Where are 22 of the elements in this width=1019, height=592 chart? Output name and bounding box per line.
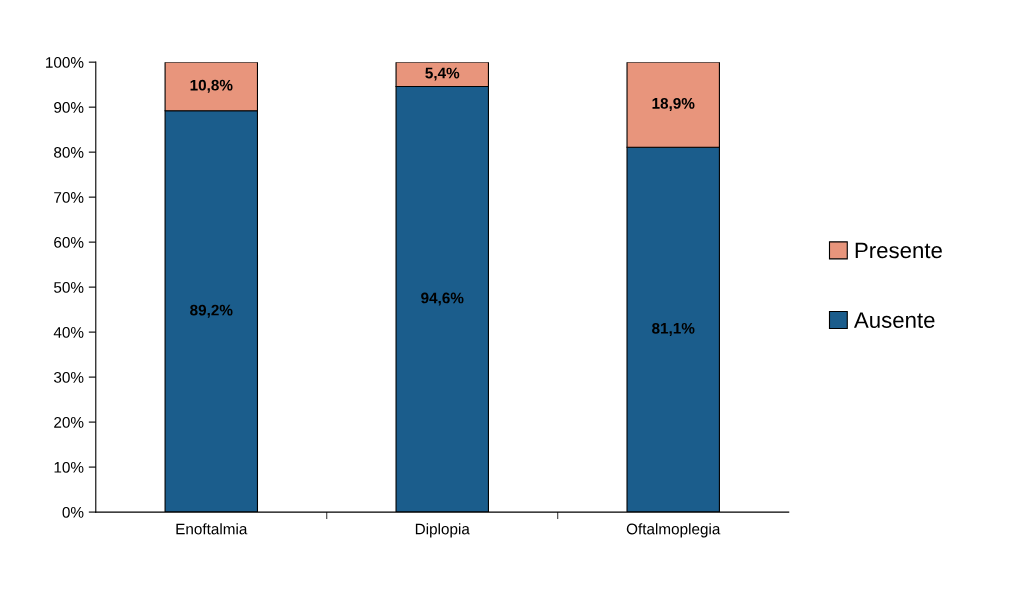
y-tick-label: 0% (62, 506, 84, 518)
x-tick-label: Oftalmoplegia (626, 523, 721, 538)
y-tick-label: 10% (54, 461, 84, 473)
y-tick-label: 50% (54, 281, 84, 293)
y-tick-label: 20% (54, 416, 84, 428)
data-label: 81,1% (652, 322, 695, 336)
y-tick-label: 30% (53, 371, 84, 383)
y-tick-label: 70% (54, 192, 84, 203)
y-tick-label: 60% (54, 237, 84, 248)
data-label: 18,9% (652, 97, 695, 111)
y-tick-label: 40% (53, 326, 84, 338)
data-label: 94,6% (421, 292, 464, 306)
data-label: 89,2% (190, 304, 233, 318)
y-tick-label: 100% (46, 57, 84, 68)
data-label: 5,4% (425, 67, 460, 81)
legend-label: Presente (855, 242, 942, 259)
x-tick-label: Enoftalmia (176, 523, 248, 535)
legend-label: Ausente (853, 312, 935, 329)
y-tick-label: 90% (54, 102, 84, 113)
x-tick-label: Diplopia (415, 523, 470, 538)
y-tick-label: 80% (54, 147, 84, 158)
data-label: 10,8% (190, 79, 233, 93)
